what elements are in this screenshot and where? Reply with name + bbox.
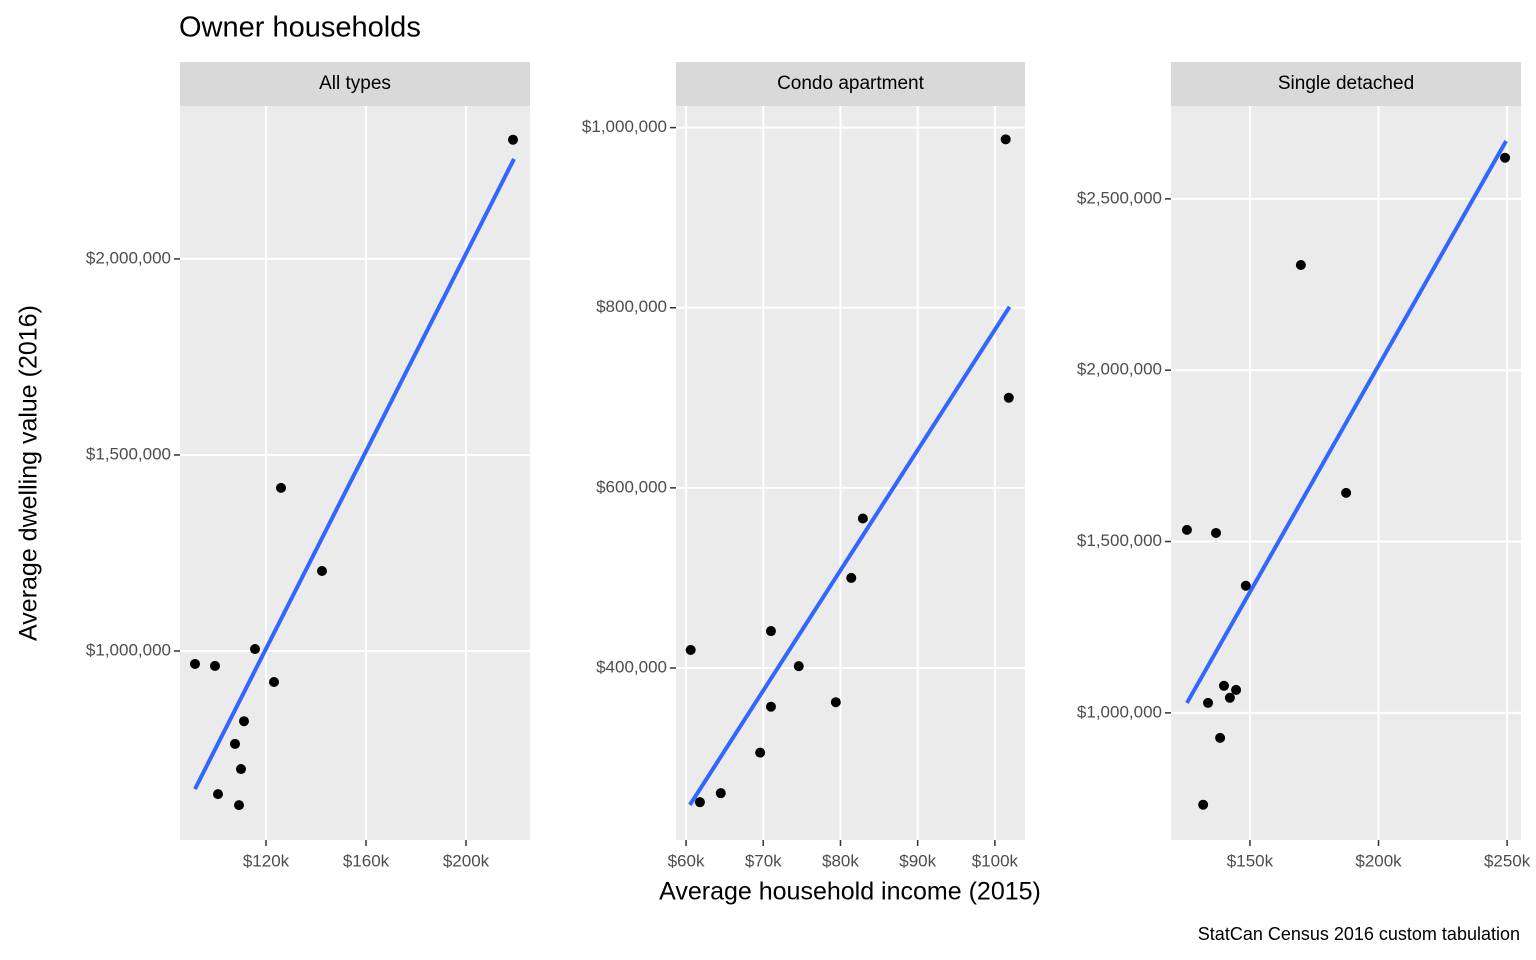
trend-line [193,158,516,790]
x-tick-label: $90k [899,851,936,870]
x-tick-label: $70k [745,851,782,870]
point [857,513,868,524]
point [1231,684,1242,695]
point [239,716,249,727]
x-axis-label: Average household income (2015) [659,878,1041,906]
y-tick-label: $2,000,000 [1077,360,1162,379]
point [755,747,766,758]
y-axis-label: Average dwelling value (2016) [15,305,43,641]
facet-strip [676,62,1025,106]
x-tick-label: $100k [972,851,1019,870]
point [1240,580,1251,591]
x-tick-label: $160k [343,851,390,870]
point [1000,134,1011,145]
x-tick-label: $200k [443,851,490,870]
y-tick-label: $400,000 [596,657,667,676]
y-tick-label: $2,500,000 [1077,188,1162,207]
facet-label: All types [319,73,391,94]
x-tick-label: $250k [1484,851,1531,870]
trend-line [1185,139,1508,704]
facet-strip [1171,62,1521,106]
point [1211,527,1222,538]
x-tick-label: $60k [668,851,705,870]
y-tick-label: $1,500,000 [1077,531,1162,550]
point [765,626,776,637]
point [1181,524,1192,535]
facet-label: Single detached [1278,73,1414,94]
point [213,789,223,800]
point [230,738,240,749]
point [1500,152,1511,163]
point [317,566,327,577]
x-tick-label: $200k [1355,851,1402,870]
point [715,788,726,799]
point [1341,487,1352,498]
chart-title: Owner households [179,12,421,44]
x-tick-label: $120k [243,851,290,870]
point [508,134,518,145]
caption: StatCan Census 2016 custom tabulation [1198,924,1520,944]
point [190,658,200,669]
point [793,661,804,672]
point [694,797,705,808]
point [269,676,279,687]
y-tick-label: $1,000,000 [86,640,171,659]
panel-background [1171,106,1521,840]
point [765,701,776,712]
point [1203,697,1214,708]
point [250,644,260,655]
y-tick-label: $1,000,000 [582,117,667,136]
panel-background [676,106,1025,840]
y-tick-label: $600,000 [596,477,667,496]
point [1224,692,1235,703]
y-tick-label: $2,000,000 [86,248,171,267]
facet-strip [180,62,530,106]
point [846,572,857,583]
point [1003,392,1014,403]
point [210,660,220,671]
x-tick-label: $80k [822,851,859,870]
point [236,764,246,775]
point [234,800,244,811]
point [1215,732,1226,743]
point [1295,259,1306,270]
point [276,482,286,493]
x-tick-label: $150k [1227,851,1274,870]
facet-label: Condo apartment [777,73,925,94]
y-tick-label: $1,500,000 [86,444,171,463]
y-tick-label: $800,000 [596,297,667,316]
point [830,697,841,708]
trend-line [688,305,1012,806]
point [685,644,696,655]
point [1218,680,1229,691]
y-tick-label: $1,000,000 [1077,702,1162,721]
point [1198,799,1209,810]
